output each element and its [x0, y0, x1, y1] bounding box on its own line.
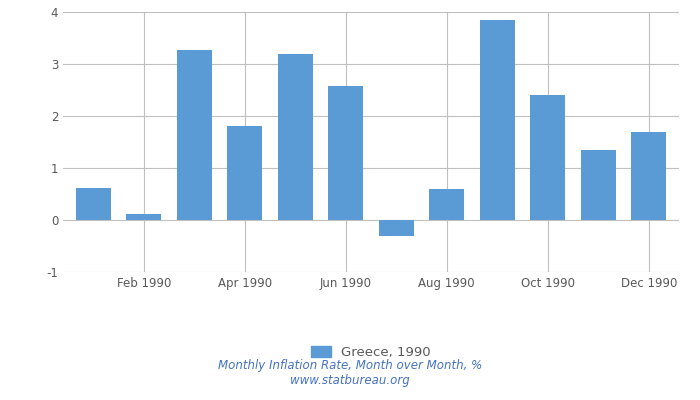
Bar	[631, 132, 666, 220]
Bar	[480, 20, 515, 220]
Bar	[429, 189, 464, 220]
Bar	[530, 95, 566, 220]
Bar	[278, 54, 313, 220]
Text: www.statbureau.org: www.statbureau.org	[290, 374, 410, 387]
Bar	[580, 150, 616, 220]
Text: Monthly Inflation Rate, Month over Month, %: Monthly Inflation Rate, Month over Month…	[218, 360, 482, 372]
Bar	[76, 188, 111, 220]
Bar	[126, 214, 162, 220]
Bar	[379, 220, 414, 236]
Bar	[328, 86, 363, 220]
Bar	[176, 50, 212, 220]
Legend: Greece, 1990: Greece, 1990	[306, 340, 436, 364]
Bar	[227, 126, 262, 220]
